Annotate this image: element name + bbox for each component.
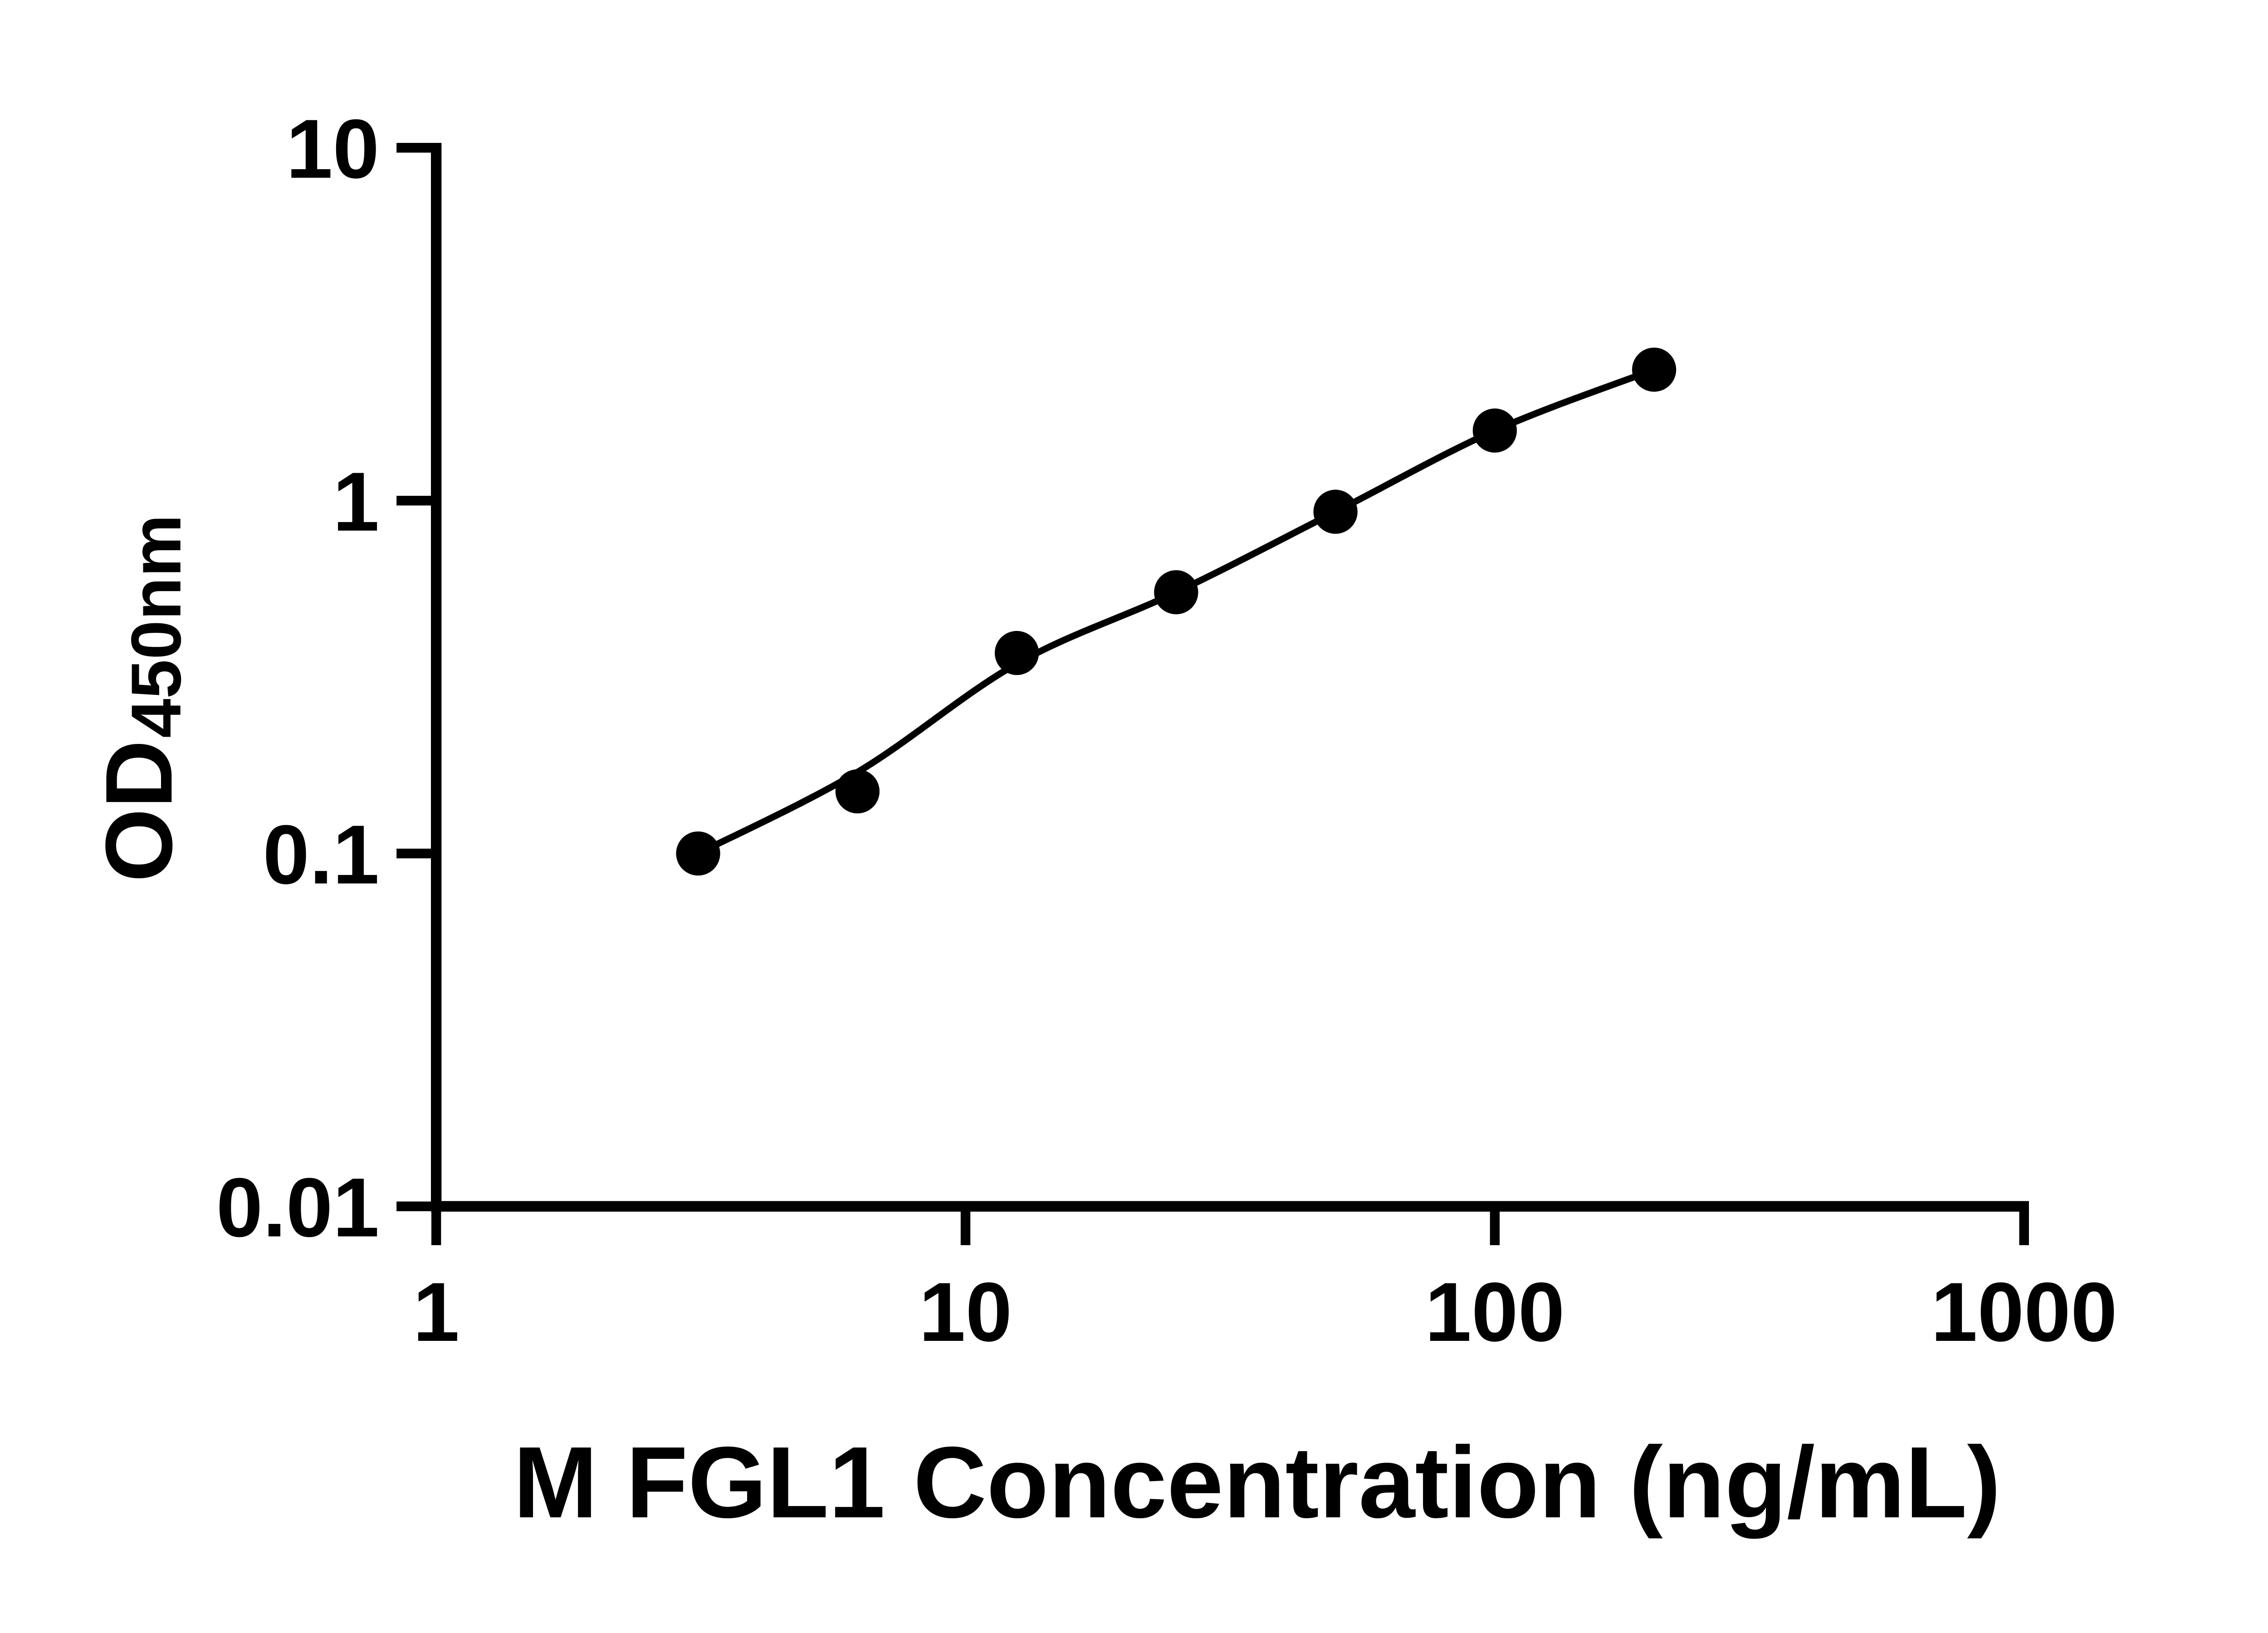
x-axis-ticks: 1 10 100 1000: [413, 1206, 2117, 1359]
x-axis-title: M FGL1 Concentration (ng/mL): [513, 1426, 2001, 1539]
data-point: [676, 831, 720, 876]
y-axis-title-subscript: 450nm: [117, 514, 196, 738]
x-tick-label: 1: [413, 1266, 459, 1359]
y-tick-label: 10: [286, 103, 380, 196]
data-point: [835, 769, 880, 814]
y-tick-label: 1: [333, 455, 380, 549]
x-tick-label: 1000: [1931, 1266, 2117, 1359]
x-tick-label: 100: [1425, 1266, 1564, 1359]
y-axis-title-main: OD: [86, 740, 192, 882]
y-tick-label: 0.1: [263, 808, 379, 902]
chart-background: [0, 0, 2268, 1588]
data-points-group: [676, 347, 1677, 876]
y-tick-label: 0.01: [216, 1161, 380, 1255]
data-point: [1154, 570, 1198, 615]
y-axis-title: OD 450nm: [86, 514, 195, 882]
x-tick-label: 10: [919, 1266, 1012, 1359]
standard-curve-chart: 10 1 0.1 0.01 1 10 100 1000 M FGL1 Concentrati…: [0, 0, 2268, 1588]
data-point: [995, 631, 1039, 675]
data-point: [1313, 489, 1358, 534]
data-point: [1472, 408, 1517, 453]
elisa-standard-curve-figure: 10 1 0.1 0.01 1 10 100 1000 M FGL1 Concentrati…: [0, 0, 2268, 1588]
y-axis-ticks: 10 1 0.1 0.01: [216, 103, 436, 1255]
data-point: [1632, 347, 1677, 392]
